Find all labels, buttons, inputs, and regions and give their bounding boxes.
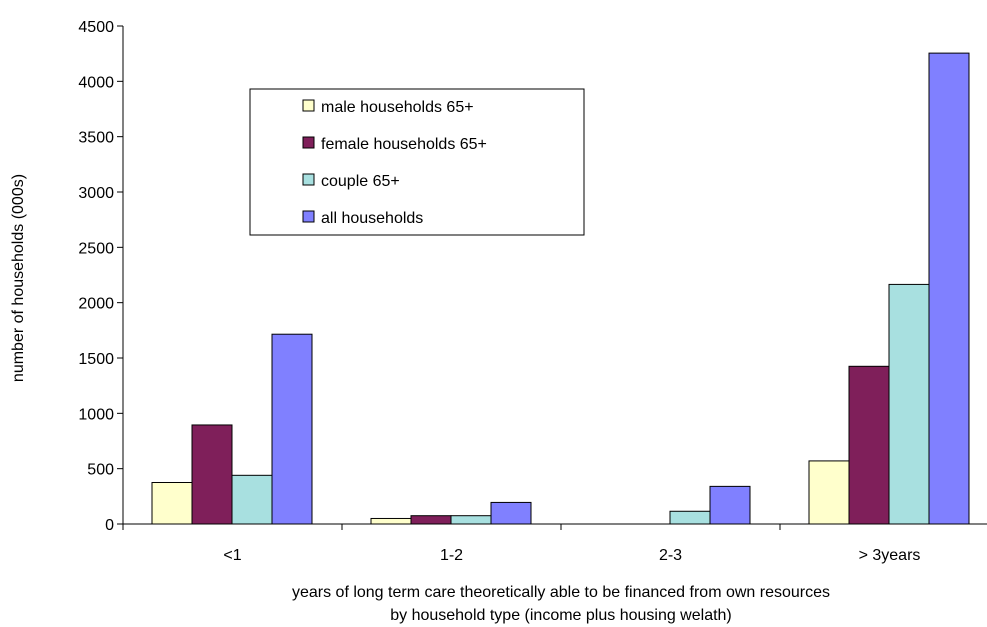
y-tick-label: 4500: [78, 19, 114, 36]
bar: [928, 52, 970, 525]
bar: [709, 485, 751, 525]
legend-label: male households 65+: [321, 99, 474, 116]
bar: [151, 482, 193, 525]
x-tick-label: 2-3: [659, 547, 682, 564]
legend-label: all households: [321, 210, 423, 227]
bar: [410, 515, 452, 525]
legend-swatch: [302, 210, 315, 223]
y-tick-label: 2000: [78, 296, 114, 313]
bar: [669, 510, 711, 525]
bar: [231, 474, 273, 525]
bar: [271, 333, 313, 525]
y-tick-label: 0: [105, 517, 114, 534]
x-tick-label: > 3years: [859, 547, 921, 564]
bar: [808, 460, 850, 525]
legend-swatch: [302, 99, 315, 112]
x-axis-title-line-1: years of long term care theoretically ab…: [292, 584, 830, 601]
bar: [848, 365, 890, 525]
y-tick-label: 3000: [78, 185, 114, 202]
legend-label: couple 65+: [321, 173, 400, 190]
y-axis: 0 500 1000 1500 2000 2500 3000 3500 4000 4500: [78, 19, 123, 534]
bar: [191, 424, 233, 525]
bar: [888, 283, 930, 525]
legend-label: female households 65+: [321, 136, 487, 153]
y-tick-label: 1500: [78, 351, 114, 368]
y-tick-label: 3500: [78, 130, 114, 147]
legend-swatch: [302, 173, 315, 186]
x-tick-label: 1-2: [440, 547, 463, 564]
legend-swatch: [302, 136, 315, 149]
legend: male households 65+ female households 65+…: [249, 88, 585, 236]
x-axis: <1 1-2 2-3 > 3years: [122, 524, 921, 564]
y-tick-label: 4000: [78, 74, 114, 91]
bar: [370, 517, 412, 525]
x-axis-title-line-2: by household type (income plus housing w…: [390, 607, 732, 624]
bar: [490, 501, 532, 525]
y-tick-label: 500: [87, 462, 114, 479]
y-axis-title: number of households (000s): [10, 174, 27, 382]
bar: [450, 515, 492, 525]
y-tick-label: 1000: [78, 406, 114, 423]
x-tick-label: <1: [223, 547, 241, 564]
y-tick-label: 2500: [78, 240, 114, 257]
